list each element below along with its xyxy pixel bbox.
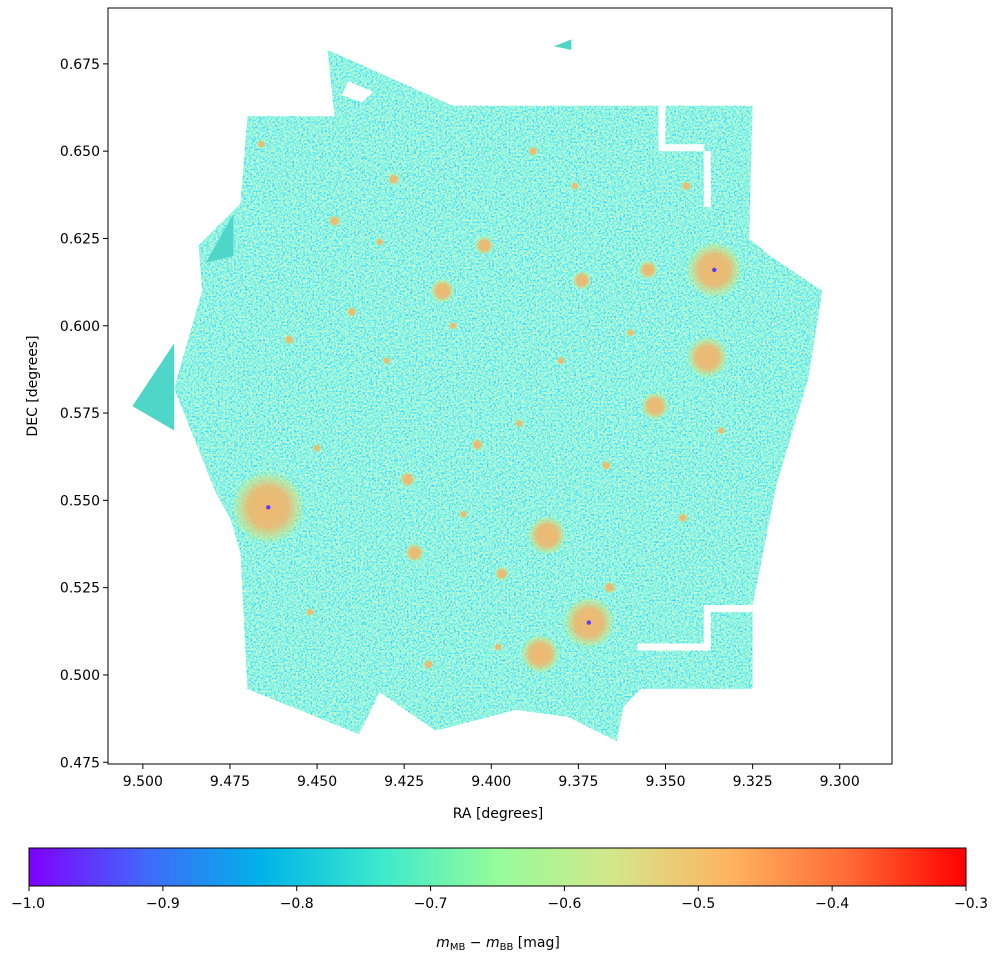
source-26 [677,512,689,524]
source-16 [387,173,400,186]
y-axis: 0.475 0.500 0.525 0.550 0.575 0.600 0.625 0.650… [60,57,108,771]
source-25 [514,419,524,428]
y-tick-label-2: 0.525 [60,581,100,597]
source-9 [572,270,592,290]
source-12 [494,566,509,581]
source-4 [527,515,567,555]
source-29 [423,659,434,670]
x-tick-label-7: 9.325 [733,774,773,790]
x-tick-label-2: 9.450 [297,774,337,790]
source-21 [283,334,295,345]
y-tick-label-8: 0.675 [60,57,100,73]
colorbar-tick-label-2: −0.8 [280,896,314,912]
chip-gaps [341,81,753,651]
sources-layer [231,139,743,674]
source-31 [493,642,503,652]
source-18 [471,438,484,451]
x-tick-label-8: 9.300 [820,774,860,790]
heatmap-image [132,39,823,742]
y-axis-label: DEC [degrees] [25,335,41,436]
colorbar-label-sub-1: MB [450,942,466,953]
colorbar-tick-label-6: −0.4 [815,896,849,912]
source-27 [382,356,392,366]
source-8 [405,543,425,563]
source-0 [231,470,306,545]
source-35 [570,181,580,191]
y-tick-label-4: 0.575 [60,406,100,422]
source-20 [346,306,358,317]
colorbar-tick-label-7: −0.3 [954,896,988,912]
source-24 [312,443,322,453]
source-30 [305,607,315,617]
colorbar: −1.0 −0.9 −0.8 −0.7 −0.6 −0.5 −0.4 −0.3 mMB − m… [11,847,988,953]
source-11 [399,471,416,488]
source-37 [459,509,468,519]
x-tick-label-0: 9.500 [123,774,163,790]
x-axis-label: RA [degrees] [453,806,543,822]
x-axis: 9.500 9.475 9.450 9.425 9.400 9.375 9.350 9.325… [123,764,860,790]
footprint-fragment-0 [132,343,175,431]
colorbar-bar [28,847,967,887]
footprint-fragment-1 [205,214,234,263]
chip-gap-0 [658,105,711,207]
source-13 [328,214,341,228]
source-15 [603,581,616,594]
source-32 [681,180,692,192]
source-33 [256,139,266,149]
source-2 [686,336,729,379]
colorbar-label-base-2: m [486,935,500,951]
source-19 [556,356,566,366]
x-tick-label-3: 9.425 [384,774,424,790]
y-tick-label-0: 0.475 [60,755,100,771]
source-10 [474,235,494,256]
source-34 [375,237,385,247]
chip-gap-1 [637,605,753,651]
colorbar-label-base-1: m [436,935,450,951]
chip-gap-2 [341,81,373,103]
source-14 [638,260,658,280]
y-tick-label-6: 0.625 [60,231,100,247]
colorbar-ticks: −1.0 −0.9 −0.8 −0.7 −0.6 −0.5 −0.4 −0.3 [11,886,988,912]
source-7 [430,278,455,304]
x-tick-label-6: 9.350 [645,774,685,790]
colorbar-label-units: [mag] [513,935,559,951]
source-23 [601,460,612,471]
source-5 [520,634,560,674]
x-tick-label-4: 9.400 [471,774,511,790]
x-tick-label-5: 9.375 [558,774,598,790]
y-tick-label-3: 0.550 [60,493,100,509]
colorbar-tick-label-3: −0.7 [414,896,448,912]
source-28 [626,328,636,338]
colorbar-label-sub-2: BB [500,942,514,953]
colorbar-tick-label-4: −0.6 [547,896,581,912]
y-tick-label-5: 0.600 [60,319,100,335]
y-tick-label-7: 0.650 [60,144,100,160]
source-22 [448,321,458,331]
colorbar-tick-label-0: −1.0 [11,896,45,912]
footprint-fragments [132,39,572,431]
colorbar-tick-label-1: −0.9 [146,896,180,912]
x-tick-label-1: 9.475 [210,774,250,790]
colorbar-tick-label-5: −0.5 [681,896,715,912]
source-17 [527,145,539,157]
source-1 [685,241,743,299]
plot-frame [107,7,893,765]
source-36 [716,426,726,435]
source-3 [562,596,615,649]
colorbar-label: mMB − mBB [mag] [436,935,560,953]
y-tick-label-1: 0.500 [60,668,100,684]
footprint-fragment-2 [554,39,572,50]
source-6 [641,392,669,420]
